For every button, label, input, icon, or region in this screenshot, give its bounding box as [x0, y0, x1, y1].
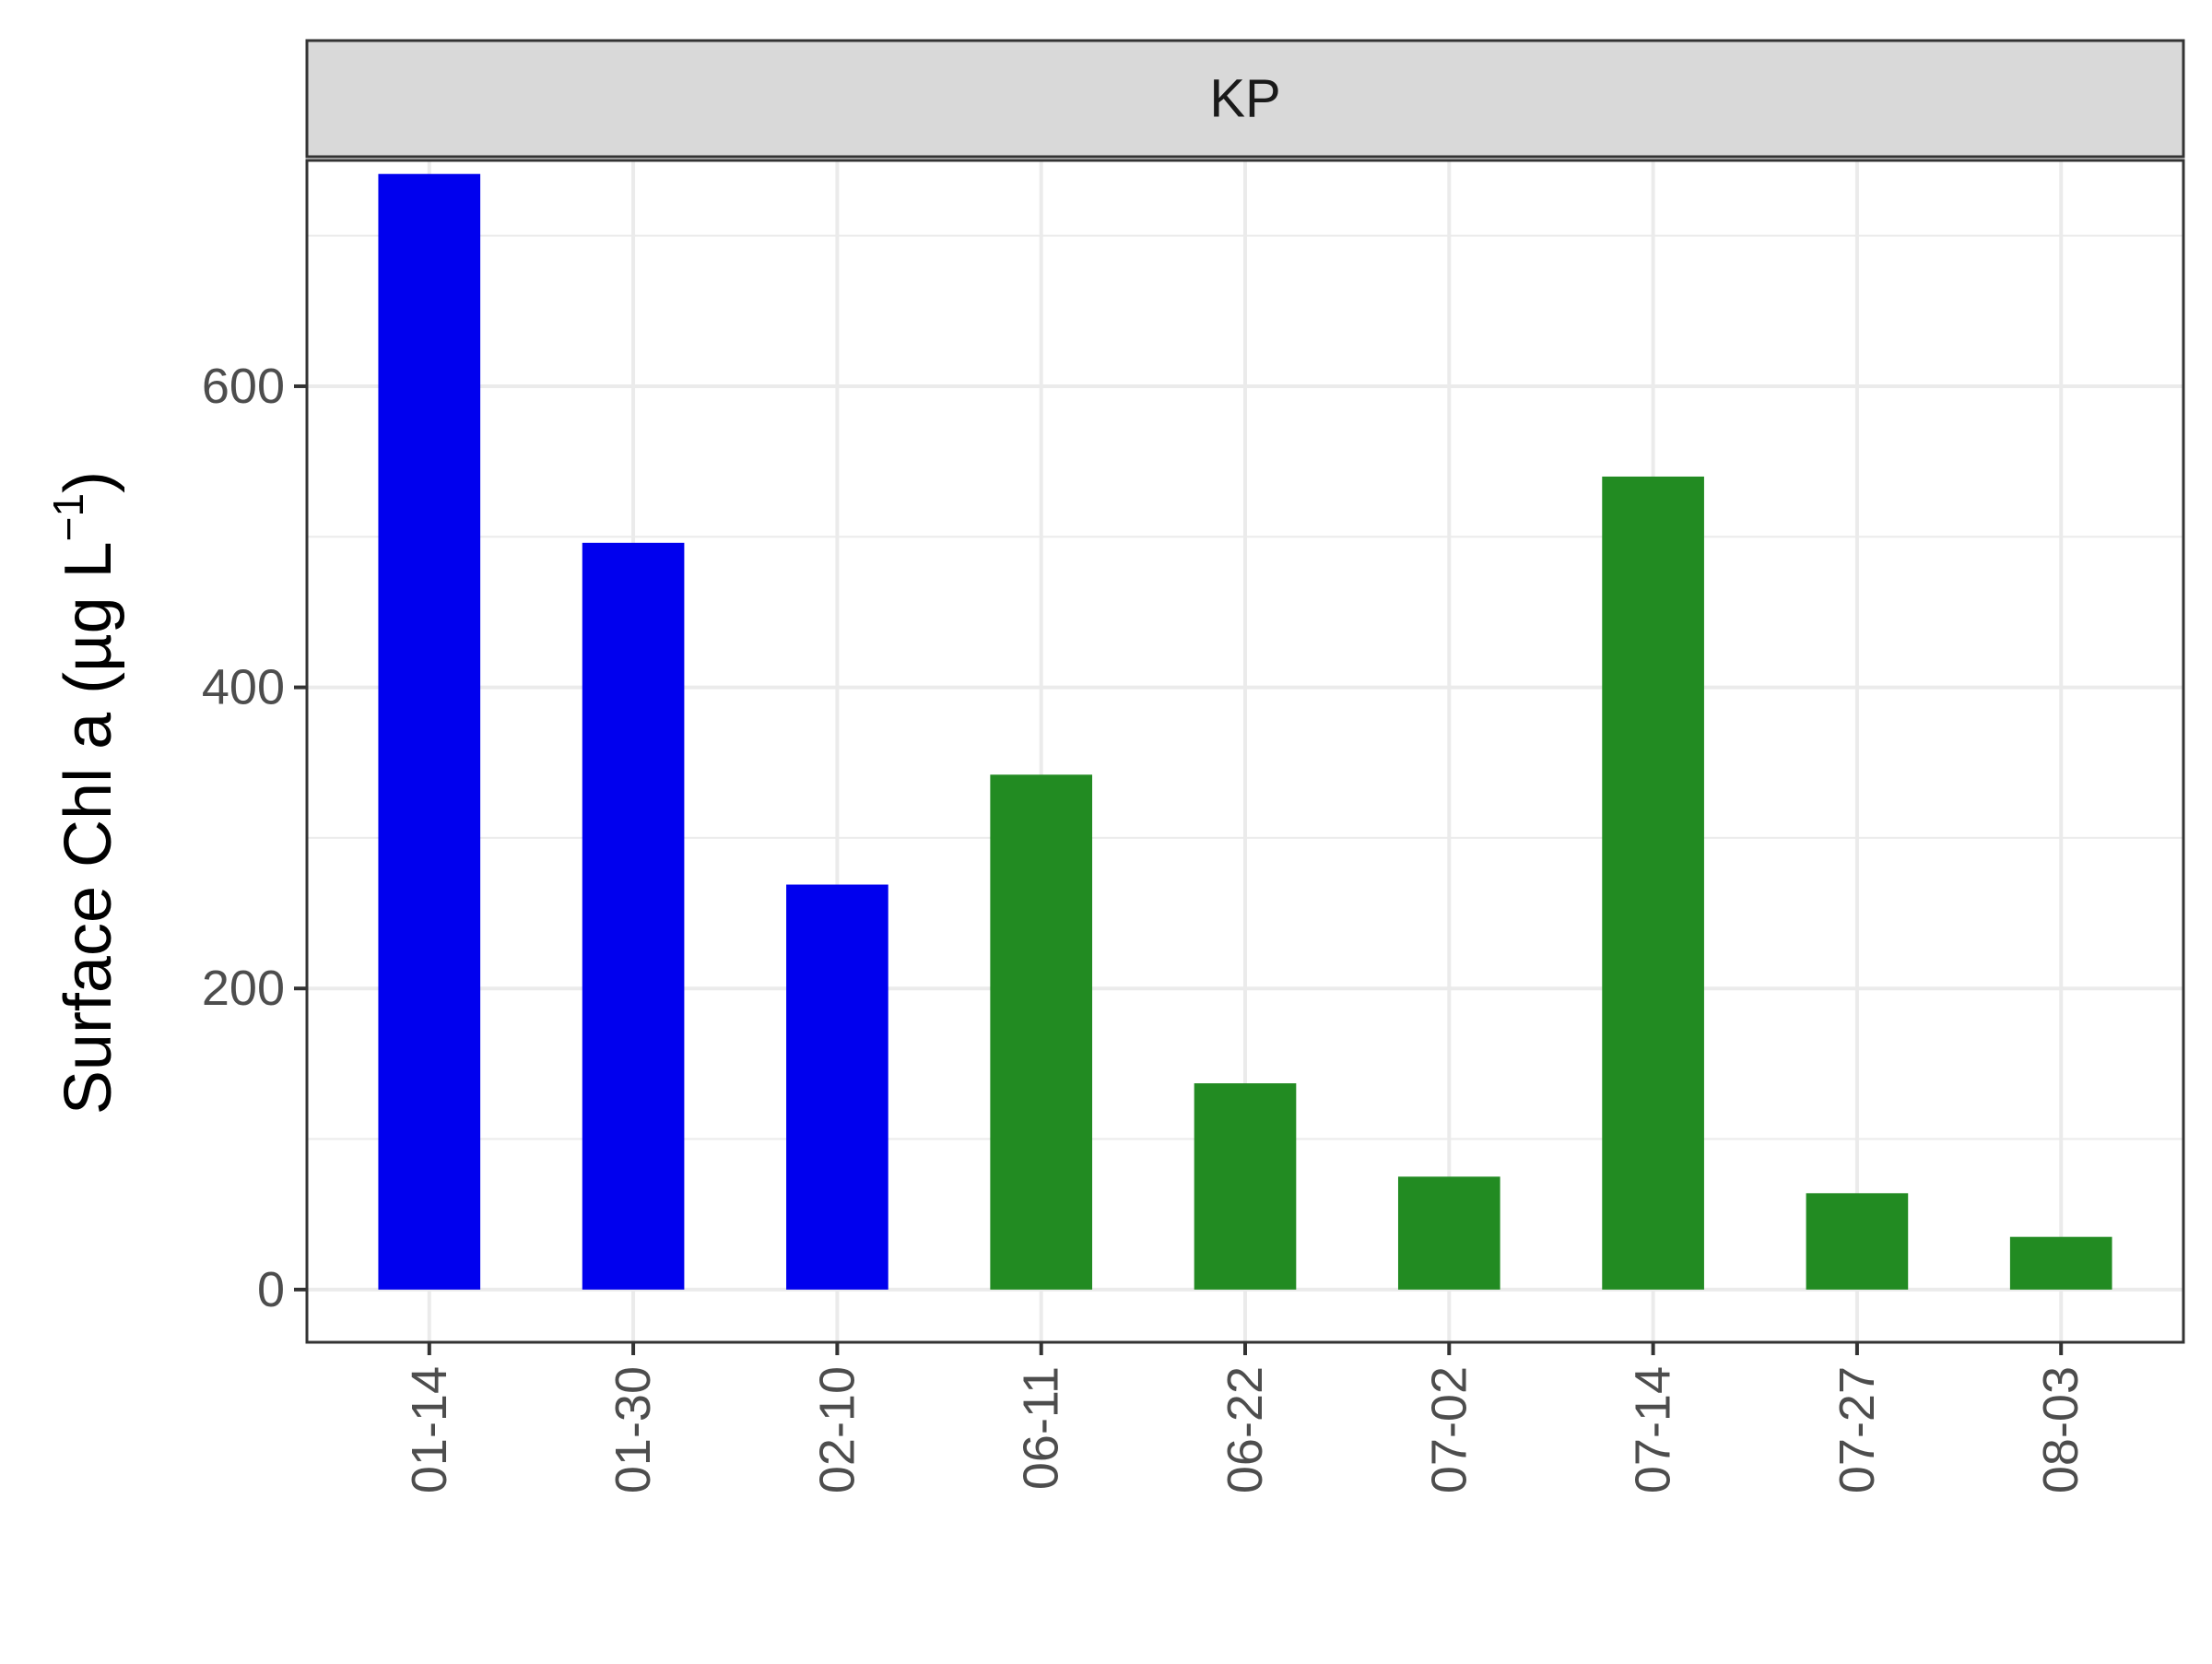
y-axis-title-main: Surface Chl a (µg L [52, 541, 125, 1115]
bar-02-10 [786, 884, 888, 1290]
y-tick-label: 400 [202, 660, 285, 715]
y-tick-label: 600 [202, 359, 285, 414]
x-tick-label: 07-14 [1626, 1366, 1681, 1493]
x-tick-label: 02-10 [809, 1366, 865, 1493]
x-tick-label: 07-02 [1421, 1366, 1477, 1493]
x-tick-label: 06-22 [1218, 1366, 1273, 1493]
bar-06-22 [1194, 1083, 1297, 1290]
facet-label: KP [1209, 69, 1280, 129]
bar-07-27 [1806, 1193, 1909, 1290]
y-axis-title-sup: −1 [44, 493, 92, 541]
x-tick-label: 06-11 [1014, 1366, 1069, 1490]
bar-07-14 [1602, 476, 1704, 1290]
bars [378, 173, 2112, 1290]
y-axis-title: Surface Chl a (µg L−1) [44, 471, 125, 1115]
bar-08-03 [2009, 1236, 2112, 1290]
y-axis-title-close: ) [52, 471, 125, 493]
x-axis: 01-14 01-30 02-10 06-11 06-22 07-02 07-14 07-27… [402, 1342, 2088, 1493]
x-tick-label: 01-30 [606, 1366, 661, 1493]
facet-strip [305, 39, 2185, 159]
x-tick-label: 08-03 [2033, 1366, 2088, 1493]
bar-06-11 [990, 774, 1093, 1290]
x-tick-label: 07-27 [1830, 1366, 1885, 1493]
bar-01-14 [378, 173, 481, 1290]
y-tick-label: 200 [202, 961, 285, 1016]
bar-07-02 [1397, 1176, 1500, 1290]
x-tick-label: 01-14 [402, 1366, 457, 1493]
y-axis: 0 200 400 600 [202, 359, 307, 1317]
y-tick-label: 0 [257, 1262, 285, 1317]
bar-01-30 [582, 542, 685, 1290]
